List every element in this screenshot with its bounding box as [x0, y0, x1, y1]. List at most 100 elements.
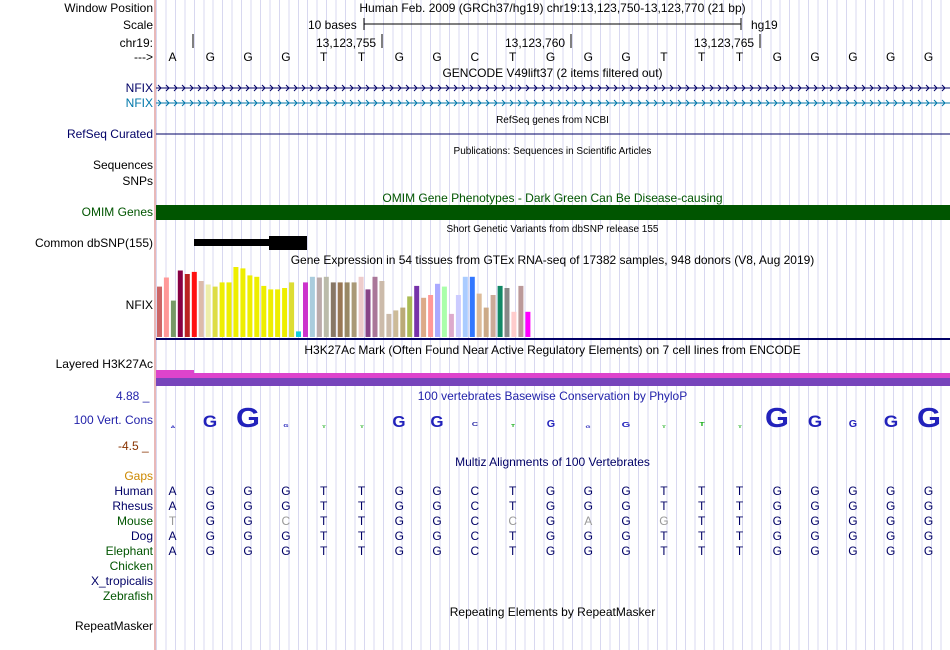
dbsnp-variant-feature[interactable] [269, 236, 307, 250]
gtex-tissue-bar[interactable] [330, 282, 336, 337]
alignment-base: T [698, 529, 706, 543]
gtex-tissue-bar[interactable] [344, 282, 350, 337]
alignment-base: G [923, 544, 934, 558]
dna-base: T [698, 50, 706, 64]
gtex-tissue-bar[interactable] [268, 289, 274, 337]
gtex-tissue-bar[interactable] [372, 276, 378, 337]
gtex-tissue-bar[interactable] [157, 286, 162, 337]
species-label[interactable]: Chicken [109, 559, 153, 573]
gtex-tissue-bar[interactable] [469, 276, 475, 337]
alignment-base: C [508, 514, 518, 528]
dna-base: G [545, 50, 556, 64]
gtex-tissue-bar[interactable] [282, 288, 288, 337]
dna-base: G [810, 50, 820, 64]
gtex-tissue-bar[interactable] [323, 276, 329, 337]
gtex-tissue-bar[interactable] [455, 295, 461, 337]
species-label[interactable]: Rhesus [112, 499, 153, 513]
gtex-tissue-bar[interactable] [525, 311, 531, 337]
gtex-tissue-bar[interactable] [414, 285, 420, 337]
gtex-tissue-bar[interactable] [309, 276, 315, 337]
gtex-tissue-bar[interactable] [386, 313, 392, 337]
gtex-tissue-bar[interactable] [476, 293, 482, 337]
alignment-base: G [848, 529, 858, 543]
species-label[interactable]: Elephant [105, 544, 153, 558]
gtex-tissue-bar[interactable] [428, 295, 434, 337]
gtex-tissue-bar[interactable] [226, 282, 232, 337]
gtex-tissue-bar[interactable] [212, 286, 218, 337]
gtex-tissue-bar[interactable] [289, 282, 295, 337]
gtex-tissue-bar[interactable] [254, 276, 260, 337]
gtex-tissue-bar[interactable] [275, 289, 281, 337]
gtex-track-label[interactable]: NFIX [125, 298, 153, 312]
gtex-tissue-bar[interactable] [497, 285, 503, 337]
h3k27ac-signal[interactable] [156, 370, 950, 386]
gtex-tissue-bar[interactable] [337, 282, 343, 337]
gtex-tissue-bar[interactable] [233, 267, 239, 337]
species-label[interactable]: X_tropicalis [90, 574, 153, 588]
gtex-tissue-bar[interactable] [400, 307, 406, 337]
alignment-base: G [583, 484, 593, 498]
gtex-tissue-bar[interactable] [441, 286, 447, 337]
gtex-tissue-bar[interactable] [261, 285, 267, 337]
gtex-tissue-bar[interactable] [296, 331, 301, 337]
gtex-tissue-bar[interactable] [191, 271, 197, 337]
gtex-tissue-bar[interactable] [219, 282, 225, 337]
cons-track-label[interactable]: 100 Vert. Cons [73, 413, 153, 427]
gtex-tissue-bar[interactable] [303, 282, 308, 337]
omim-feature-bar[interactable] [156, 205, 950, 220]
gtex-tissue-bar[interactable] [240, 268, 246, 337]
cons-logo-letter: G [765, 402, 790, 434]
gtex-tissue-bar[interactable] [407, 296, 413, 337]
omim-track-label[interactable]: OMIM Genes [81, 205, 153, 219]
alignment-base: G [772, 499, 782, 513]
repeat-track-label[interactable]: RepeatMasker [74, 619, 153, 633]
alignment-base: G [281, 544, 291, 558]
cons-min-label: -4.5 _ [118, 439, 149, 453]
alignment-base: G [848, 544, 858, 558]
label-separator [154, 0, 156, 650]
species-label[interactable]: Zebrafish [102, 589, 153, 603]
dbsnp-track-label[interactable]: Common dbSNP(155) [34, 236, 153, 250]
gtex-tissue-bar[interactable] [247, 275, 253, 337]
refseq-track-label[interactable]: RefSeq Curated [66, 127, 153, 141]
gtex-tissue-bar[interactable] [504, 288, 510, 337]
gtex-tissue-bar[interactable] [365, 289, 371, 337]
gtex-tissue-bar[interactable] [435, 283, 440, 337]
species-label[interactable]: Dog [130, 529, 153, 543]
dbsnp-variant-feature[interactable] [194, 239, 269, 246]
gtex-tissue-bar[interactable] [379, 281, 385, 337]
gtex-tissue-bar[interactable] [421, 297, 427, 337]
gaps-label[interactable]: Gaps [124, 469, 153, 483]
gtex-tissue-bar[interactable] [358, 276, 364, 337]
gtex-tissue-bar[interactable] [448, 313, 454, 337]
gtex-tissue-bar[interactable] [316, 277, 322, 338]
repeat-track-title: Repeating Elements by RepeatMasker [449, 605, 656, 619]
h3k27ac-track-label[interactable]: Layered H3K27Ac [55, 357, 153, 371]
gtex-tissue-bar[interactable] [511, 311, 517, 337]
gencode-gene-label[interactable]: NFIX [125, 81, 153, 95]
species-label[interactable]: Human [114, 484, 153, 498]
gtex-tissue-bar[interactable] [163, 277, 169, 338]
gtex-tissue-bar[interactable] [198, 281, 204, 337]
sequences-label[interactable]: Sequences [92, 158, 153, 172]
gtex-tissue-bar[interactable] [393, 310, 399, 337]
snps-label[interactable]: SNPs [122, 174, 153, 188]
gtex-tissue-bar[interactable] [518, 285, 524, 337]
gtex-tissue-bar[interactable] [462, 276, 468, 337]
gtex-tissue-bar[interactable] [177, 270, 183, 338]
alignment-base: C [470, 499, 480, 513]
gtex-tissue-bar[interactable] [490, 295, 496, 337]
gtex-tissue-bar[interactable] [205, 284, 211, 338]
gencode-gene-label[interactable]: NFIX [125, 96, 153, 110]
gtex-tissue-bar[interactable] [170, 300, 176, 337]
gtex-tissue-bar[interactable] [351, 282, 357, 337]
gtex-tissue-bar[interactable] [184, 274, 190, 337]
species-label[interactable]: Mouse [116, 514, 153, 528]
alignment-base: T [735, 514, 744, 528]
gtex-tissue-bar[interactable] [483, 307, 489, 337]
cons-logo-letter: G [916, 402, 941, 434]
